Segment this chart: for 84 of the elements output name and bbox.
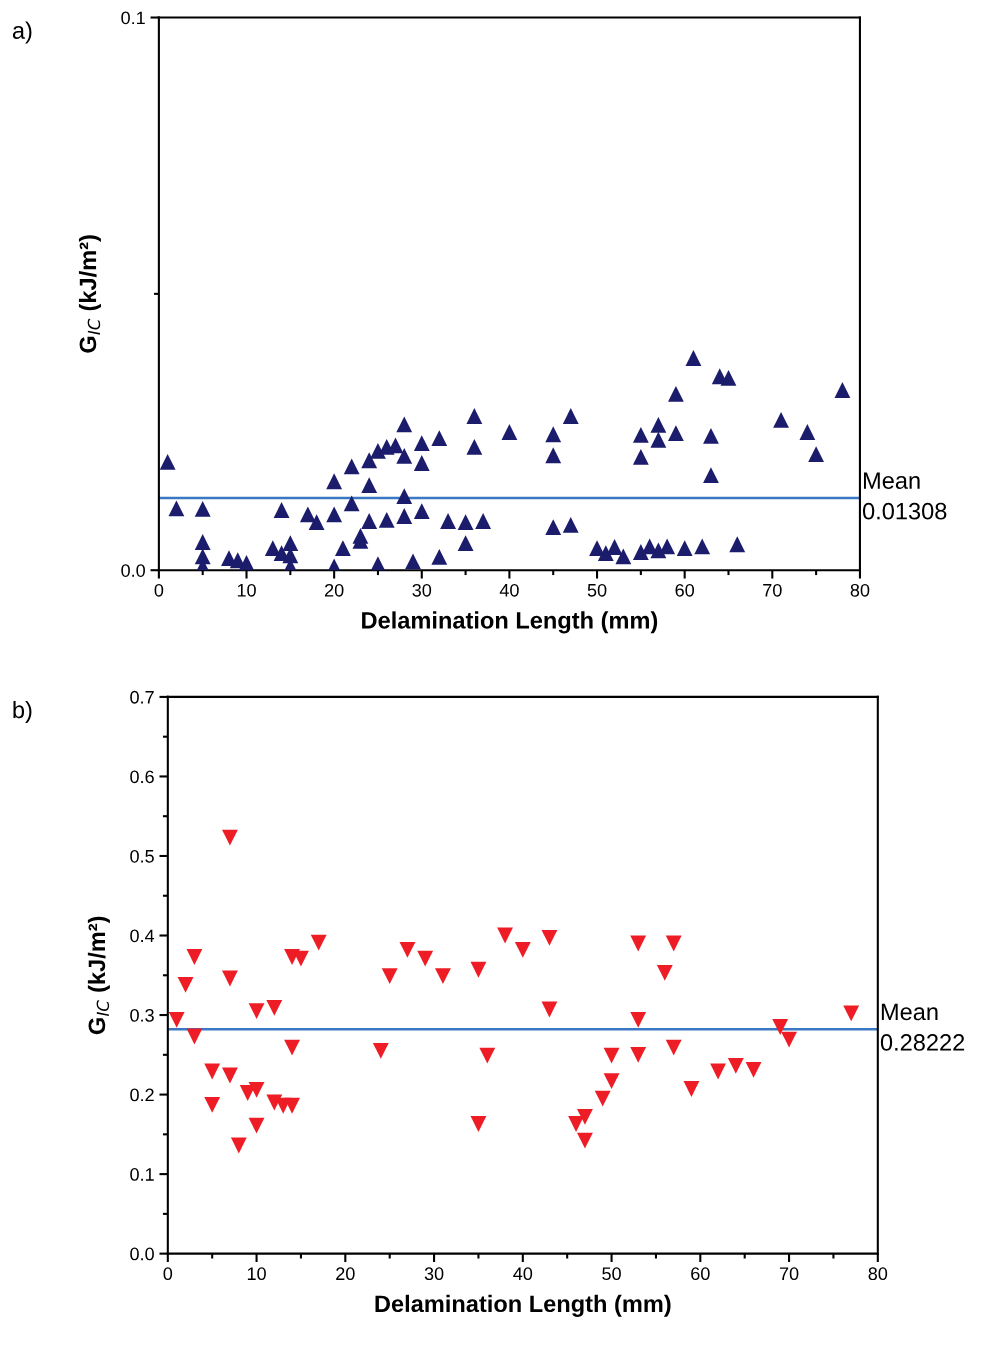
point [630,935,647,952]
point [594,1090,611,1107]
x-axis-title: Delamination Length (mm) [375,1294,671,1317]
point [230,1137,247,1154]
x-tick-label: 60 [691,1267,710,1281]
y-tick-label: 0.4 [130,929,155,943]
x-tick-label: 30 [412,583,432,597]
point [204,1063,221,1080]
point [435,968,451,984]
point [541,929,558,946]
point [479,1047,496,1064]
x-tick-label: 60 [675,583,695,597]
x-tick-label: 20 [336,1267,355,1281]
chart-title: a) [12,21,32,44]
x-tick-label: 20 [325,583,344,597]
point [222,829,238,846]
point [514,941,531,958]
point [248,1117,265,1134]
point [222,1067,238,1084]
point [541,1001,558,1018]
point [577,1132,593,1149]
point [843,1005,860,1022]
x-tick-label: 30 [424,1267,444,1281]
x-tick-label: 70 [779,1267,799,1281]
point [310,934,327,951]
y-tick-label: 0.1 [130,1168,154,1181]
point [222,970,238,987]
y-tick-label: 0.3 [130,1008,154,1022]
point [710,1063,726,1080]
y-axis-title: G$_{IC}$ (kJ/m²) [87,916,110,1035]
x-tick-label: 10 [237,583,256,597]
point [204,1097,221,1113]
x-tick-label: 80 [868,1267,888,1281]
y-tick-label: 0.0 [121,564,145,577]
point [497,927,513,944]
point [248,1081,265,1098]
point [772,1019,789,1035]
x-tick-label: 80 [850,583,870,597]
point [577,1108,593,1125]
point [372,1042,389,1059]
x-tick-label: 10 [247,1267,266,1281]
point [656,964,673,981]
point [399,941,416,958]
point [781,1031,797,1048]
x-tick-label: 0 [154,583,164,597]
point [727,1058,744,1074]
point [603,1073,620,1089]
x-tick-label: 0 [163,1267,173,1281]
point [665,1039,682,1056]
point [381,968,398,984]
point [683,1081,700,1097]
x-tick-label: 50 [587,583,607,597]
ref-line-label: Mean 0.28222 [880,1003,965,1051]
point [417,950,434,967]
point [186,1028,203,1045]
ref-line-label: Mean 0.01308 [862,472,947,520]
y-tick-label: 0.7 [130,690,154,704]
point [266,999,283,1016]
x-tick-label: 40 [499,583,519,597]
point [248,1003,265,1019]
point [568,1116,584,1132]
y-tick-label: 0.6 [130,770,154,784]
y-tick-label: 0.0 [130,1247,154,1261]
point [186,949,203,965]
point [470,1116,487,1132]
y-tick-label: 0.5 [130,849,154,863]
point [630,1011,647,1028]
point [470,961,487,978]
point [168,1011,185,1028]
chart-title: b) [13,700,32,723]
point [665,935,682,952]
point [745,1062,762,1078]
point [603,1047,620,1064]
point [284,1097,300,1114]
y-tick-label: 0.2 [130,1088,154,1102]
y-tick-label: 0.1 [121,11,145,25]
x-tick-label: 50 [602,1267,621,1281]
y-axis-title: G$_{IC}$ (kJ/m²) [78,235,101,353]
point [630,1046,647,1063]
x-tick-label: 70 [763,583,782,597]
x-axis-title: Delamination Length (mm) [362,611,658,634]
point [284,1039,300,1056]
point [177,976,194,993]
x-tick-label: 40 [513,1267,533,1281]
